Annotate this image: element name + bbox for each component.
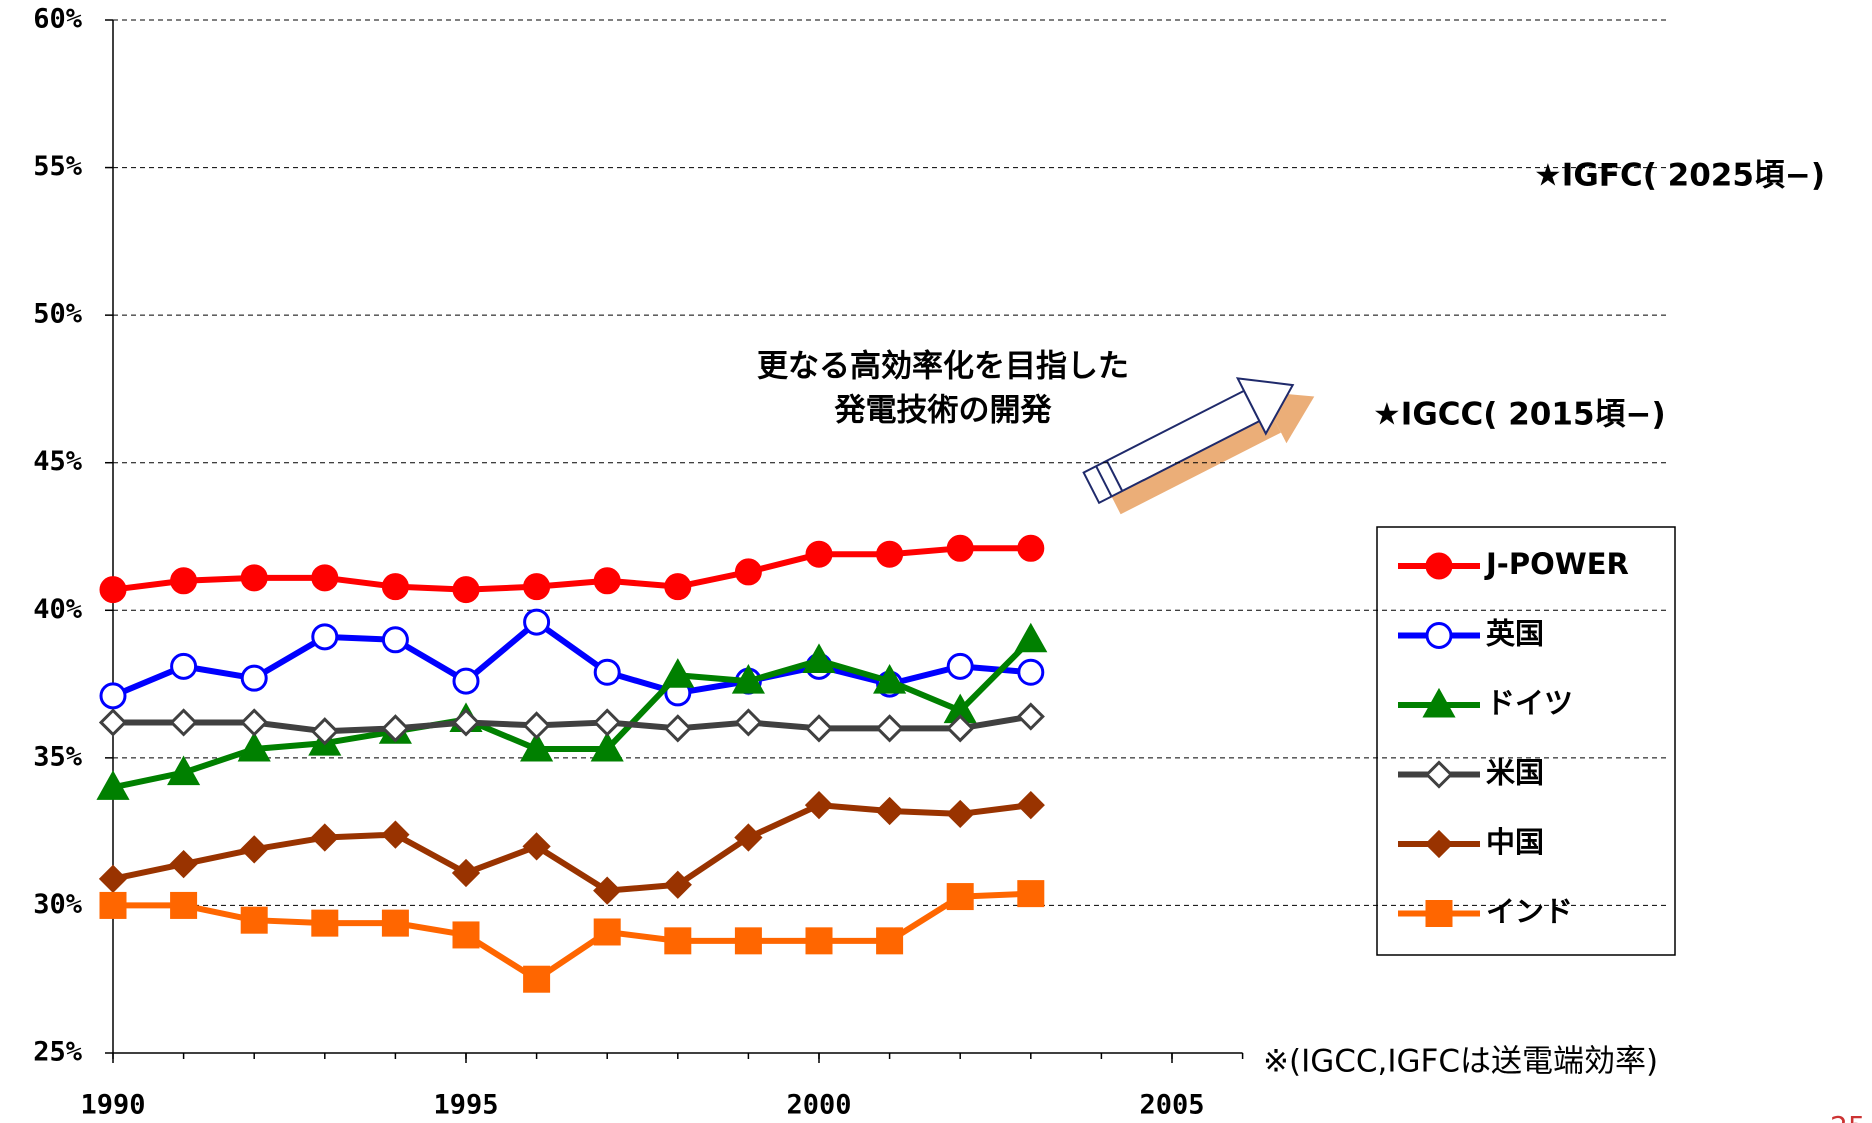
marker: [1019, 705, 1043, 729]
marker: [101, 893, 125, 917]
marker: [807, 793, 831, 817]
marker: [1019, 660, 1043, 684]
series: [101, 705, 1043, 744]
marker: [948, 885, 972, 909]
y-tick-label: 35%: [33, 741, 83, 772]
marker: [807, 929, 831, 953]
marker: [242, 666, 266, 690]
series: [101, 536, 1043, 601]
marker: [525, 713, 549, 737]
legend-label: インド: [1486, 895, 1573, 929]
marker: [313, 826, 337, 850]
marker: [1019, 536, 1043, 560]
marker: [595, 920, 619, 944]
marker: [595, 710, 619, 734]
marker: [525, 967, 549, 991]
annotation: ★IGCC( 2015頃−): [1373, 397, 1666, 433]
x-tick-label: 2005: [1139, 1090, 1204, 1121]
marker: [948, 536, 972, 560]
marker: [595, 569, 619, 593]
annotation: ★IGFC( 2025頃−): [1534, 158, 1825, 194]
marker: [242, 908, 266, 932]
marker: [172, 710, 196, 734]
marker: [666, 716, 690, 740]
legend-label: 中国: [1486, 825, 1544, 859]
marker: [242, 710, 266, 734]
y-tick-label: 55%: [33, 151, 83, 182]
chart: ★IGFC( 2025頃−) ★IGCC( 2015頃−) 更なる高効率化を目指…: [0, 0, 1872, 1123]
y-tick-label: 50%: [33, 299, 83, 330]
marker: [172, 852, 196, 876]
marker: [807, 716, 831, 740]
series: [99, 626, 1045, 799]
marker: [454, 669, 478, 693]
y-tick-label: 25%: [33, 1037, 83, 1068]
x-tick-label: 1995: [433, 1090, 498, 1121]
marker: [948, 802, 972, 826]
marker: [454, 923, 478, 947]
marker: [736, 560, 760, 584]
x-tick-label: 2000: [786, 1090, 851, 1121]
footnote: ※(IGCC,IGFCは送電端効率): [1263, 1044, 1658, 1080]
marker: [172, 654, 196, 678]
marker: [383, 823, 407, 847]
marker: [242, 566, 266, 590]
series: [101, 882, 1043, 992]
legend-label: J-POWER: [1484, 547, 1629, 581]
marker: [101, 684, 125, 708]
series: [101, 793, 1043, 903]
legend-label: ドイツ: [1486, 686, 1573, 720]
marker: [878, 716, 902, 740]
marker: [383, 575, 407, 599]
marker: [1017, 626, 1045, 651]
marker: [454, 861, 478, 885]
marker: [666, 575, 690, 599]
marker: [101, 710, 125, 734]
marker: [1427, 554, 1451, 578]
marker: [101, 867, 125, 891]
page: ★IGFC( 2025頃−) ★IGCC( 2015頃−) 更なる高効率化を目指…: [0, 0, 1872, 1123]
marker: [313, 911, 337, 935]
marker: [172, 893, 196, 917]
marker: [1019, 882, 1043, 906]
marker: [736, 929, 760, 953]
marker: [313, 625, 337, 649]
x-tick-label: 1990: [80, 1090, 145, 1121]
marker: [383, 628, 407, 652]
legend-box: [1377, 527, 1675, 955]
marker: [383, 911, 407, 935]
y-tick-label: 40%: [33, 594, 83, 625]
marker: [101, 578, 125, 602]
y-tick-label: 45%: [33, 446, 83, 477]
marker: [1427, 624, 1451, 648]
marker: [595, 660, 619, 684]
marker: [948, 654, 972, 678]
annotation: 更なる高効率化を目指した: [757, 349, 1129, 385]
marker: [525, 575, 549, 599]
page-number: 25: [1830, 1110, 1866, 1123]
marker: [1427, 902, 1451, 926]
marker: [313, 566, 337, 590]
marker: [525, 610, 549, 634]
marker: [172, 569, 196, 593]
y-tick-label: 60%: [33, 4, 83, 35]
y-tick-label: 30%: [33, 889, 83, 920]
marker: [1019, 793, 1043, 817]
legend-label: 米国: [1486, 756, 1544, 790]
legend-label: 英国: [1486, 617, 1544, 651]
marker: [666, 929, 690, 953]
marker: [807, 542, 831, 566]
annotation: 発電技術の開発: [834, 393, 1053, 429]
marker: [878, 542, 902, 566]
marker: [878, 929, 902, 953]
marker: [454, 578, 478, 602]
marker: [242, 837, 266, 861]
marker: [736, 710, 760, 734]
marker: [878, 799, 902, 823]
